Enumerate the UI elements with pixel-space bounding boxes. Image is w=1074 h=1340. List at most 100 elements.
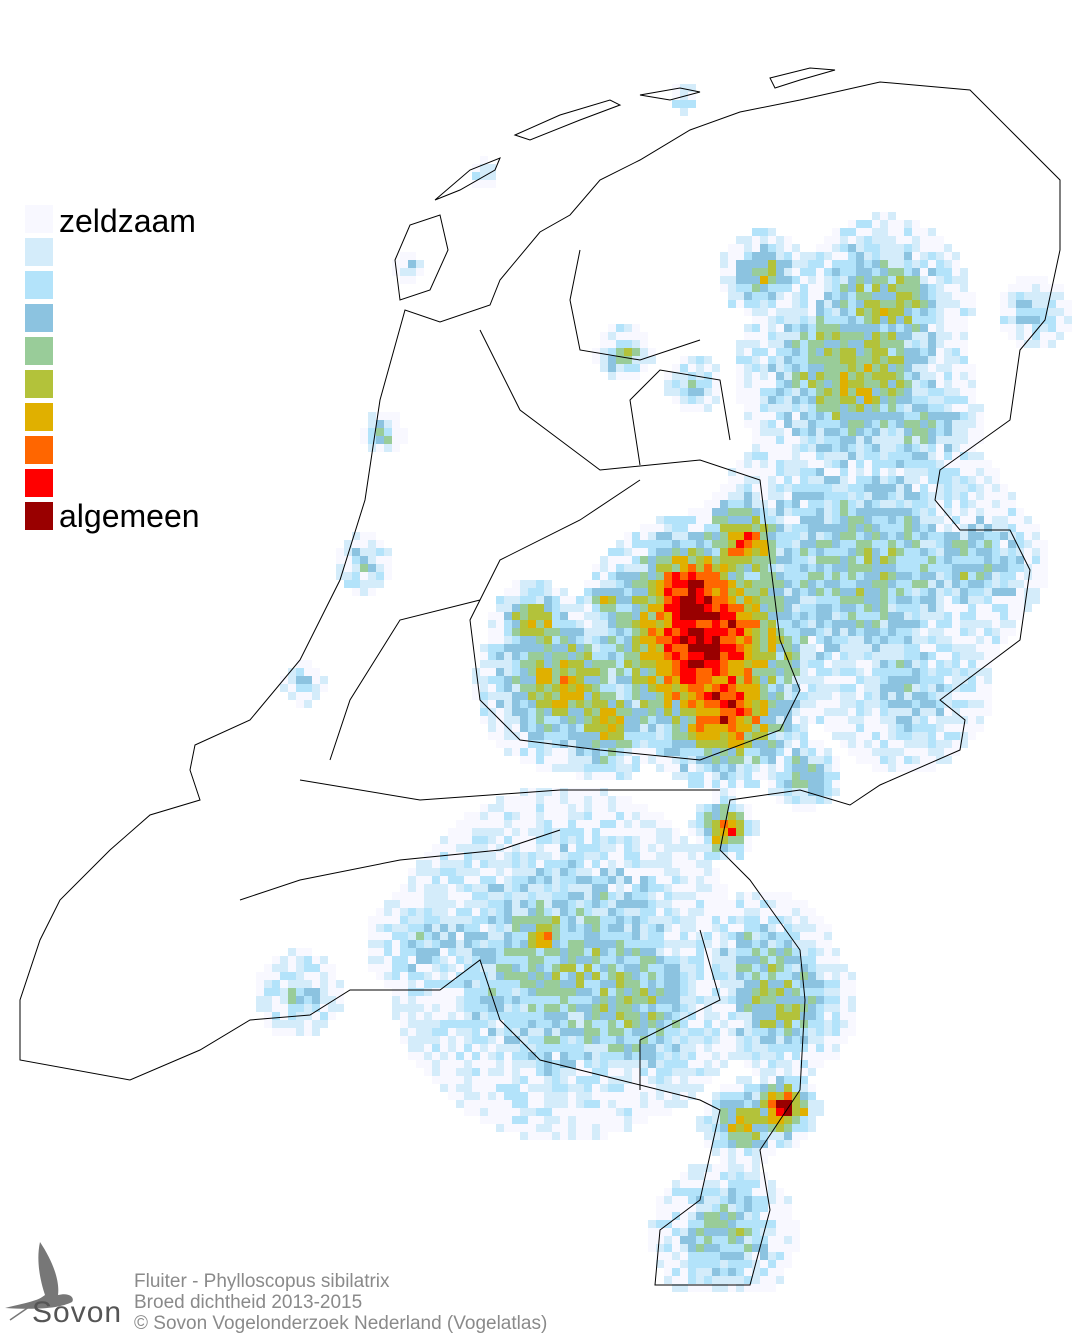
density-cell xyxy=(616,668,624,676)
density-cell xyxy=(928,580,936,588)
density-cell xyxy=(432,1028,440,1036)
density-cell xyxy=(840,484,848,492)
density-cell xyxy=(640,956,648,964)
density-cell xyxy=(568,820,576,828)
density-cell xyxy=(968,372,976,380)
density-cell xyxy=(1008,308,1016,316)
density-cell xyxy=(800,724,808,732)
density-cell xyxy=(704,836,712,844)
density-cell xyxy=(744,508,752,516)
density-cell xyxy=(528,804,536,812)
density-cell xyxy=(632,684,640,692)
density-cell xyxy=(896,604,904,612)
density-cell xyxy=(688,964,696,972)
density-cell xyxy=(320,964,328,972)
density-cell xyxy=(632,828,640,836)
density-cell xyxy=(904,652,912,660)
density-cell xyxy=(672,964,680,972)
density-cell xyxy=(480,684,488,692)
density-cell xyxy=(576,684,584,692)
density-cell xyxy=(600,756,608,764)
density-cell xyxy=(384,972,392,980)
density-cell xyxy=(264,980,272,988)
density-cell xyxy=(1048,292,1056,300)
density-cell xyxy=(872,708,880,716)
density-cell xyxy=(784,900,792,908)
density-cell xyxy=(976,476,984,484)
density-cell xyxy=(872,436,880,444)
density-cell xyxy=(584,700,592,708)
density-cell xyxy=(1016,524,1024,532)
density-cell xyxy=(896,228,904,236)
density-cell xyxy=(656,612,664,620)
density-cell xyxy=(968,588,976,596)
density-cell xyxy=(616,764,624,772)
density-cell xyxy=(672,732,680,740)
density-cell xyxy=(848,220,856,228)
density-cell xyxy=(776,244,784,252)
density-cell xyxy=(624,948,632,956)
density-cell xyxy=(408,252,416,260)
density-cell xyxy=(296,700,304,708)
density-cell xyxy=(808,788,816,796)
density-cell xyxy=(872,348,880,356)
density-cell xyxy=(384,572,392,580)
density-cell xyxy=(752,652,760,660)
density-cell xyxy=(976,460,984,468)
density-cell xyxy=(488,724,496,732)
density-cell xyxy=(624,684,632,692)
density-cell xyxy=(936,380,944,388)
density-cell xyxy=(784,500,792,508)
density-cell xyxy=(656,868,664,876)
density-cell xyxy=(920,396,928,404)
density-cell xyxy=(640,996,648,1004)
density-cell xyxy=(760,1028,768,1036)
density-cell xyxy=(496,996,504,1004)
density-cell xyxy=(1056,308,1064,316)
density-cell xyxy=(664,1028,672,1036)
density-cell xyxy=(888,740,896,748)
density-cell xyxy=(680,596,688,604)
density-cell xyxy=(904,580,912,588)
density-cell xyxy=(424,996,432,1004)
density-cell xyxy=(496,660,504,668)
density-cell xyxy=(880,236,888,244)
density-cell xyxy=(592,804,600,812)
density-cell xyxy=(720,540,728,548)
density-cell xyxy=(880,268,888,276)
density-cell xyxy=(744,516,752,524)
density-cell xyxy=(704,516,712,524)
density-cell xyxy=(656,756,664,764)
density-cell xyxy=(384,916,392,924)
density-cell xyxy=(744,348,752,356)
density-cell xyxy=(432,956,440,964)
density-cell xyxy=(520,876,528,884)
density-cell xyxy=(824,436,832,444)
density-cell xyxy=(664,604,672,612)
density-cell xyxy=(720,660,728,668)
density-cell xyxy=(520,908,528,916)
density-cell xyxy=(872,716,880,724)
density-cell xyxy=(824,316,832,324)
density-cell xyxy=(816,1004,824,1012)
density-cell xyxy=(848,396,856,404)
density-cell xyxy=(832,756,840,764)
density-cell xyxy=(880,380,888,388)
density-cell xyxy=(752,892,760,900)
density-cell xyxy=(656,732,664,740)
density-cell xyxy=(1032,324,1040,332)
density-cell xyxy=(672,572,680,580)
density-cell xyxy=(896,500,904,508)
density-cell xyxy=(632,972,640,980)
density-cell xyxy=(896,420,904,428)
density-cell xyxy=(680,564,688,572)
density-cell xyxy=(664,380,672,388)
density-cell xyxy=(736,964,744,972)
density-cell xyxy=(672,84,680,92)
density-cell xyxy=(544,980,552,988)
density-cell xyxy=(616,836,624,844)
density-cell xyxy=(632,540,640,548)
density-cell xyxy=(760,1012,768,1020)
density-cell xyxy=(936,628,944,636)
density-cell xyxy=(968,612,976,620)
